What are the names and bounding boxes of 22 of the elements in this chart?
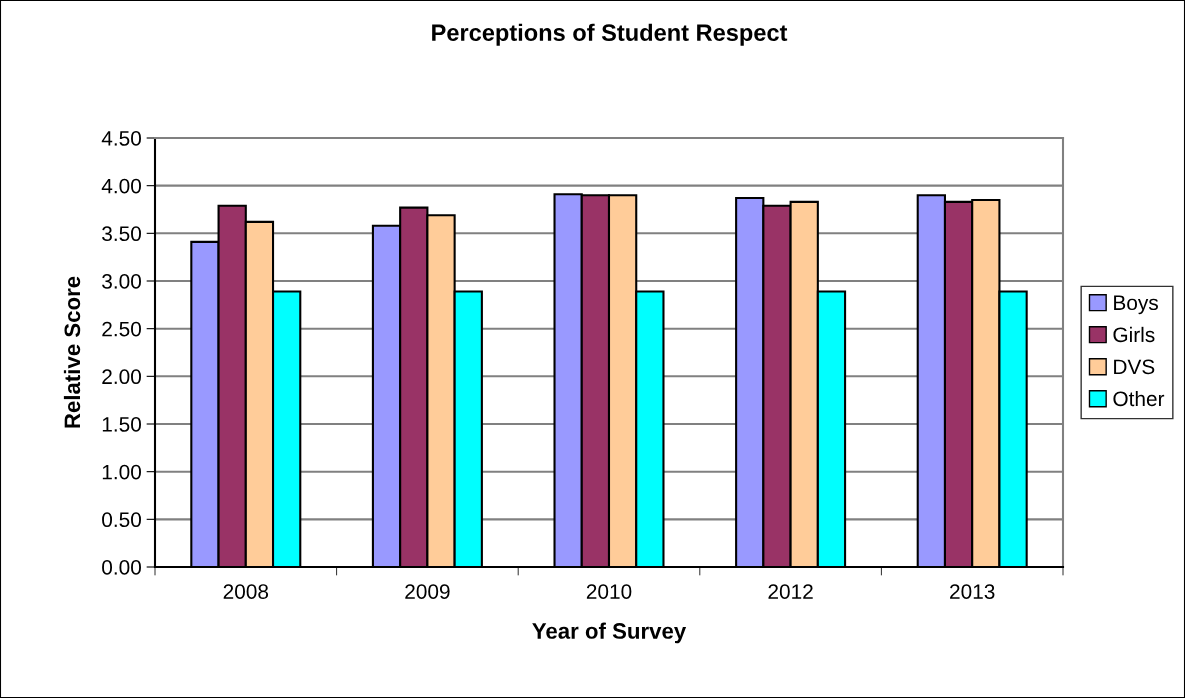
legend-label: Boys xyxy=(1114,295,1158,315)
chart-title: Perceptions of Student Respect xyxy=(432,23,788,46)
x-tick-label: 2008 xyxy=(223,584,269,599)
y-axis-title: Relative Score xyxy=(63,276,81,428)
y-tick-label: 0.00 xyxy=(102,560,141,575)
y-tick-label: 4.50 xyxy=(101,131,141,146)
y-tick-label: 1.00 xyxy=(102,464,141,480)
x-tick-label: 2010 xyxy=(586,584,632,599)
y-tick-label: 3.00 xyxy=(102,274,141,289)
y-tick-label: 0.50 xyxy=(102,512,141,528)
x-tick-label: 2009 xyxy=(405,584,450,599)
legend-label: Girls xyxy=(1113,326,1155,343)
x-tick-label: 2012 xyxy=(768,584,813,599)
y-tick-label: 1.50 xyxy=(102,417,141,432)
legend-label: DVS xyxy=(1114,359,1155,375)
legend-label: Other xyxy=(1113,390,1165,407)
y-tick-label: 2.00 xyxy=(102,369,141,385)
y-tick-label: 3.50 xyxy=(102,226,141,242)
y-tick-label: 2.50 xyxy=(102,321,141,337)
x-tick-label: 2013 xyxy=(950,584,995,599)
x-axis-title: Year of Survey xyxy=(532,622,687,644)
y-tick-label: 4.00 xyxy=(101,178,141,194)
